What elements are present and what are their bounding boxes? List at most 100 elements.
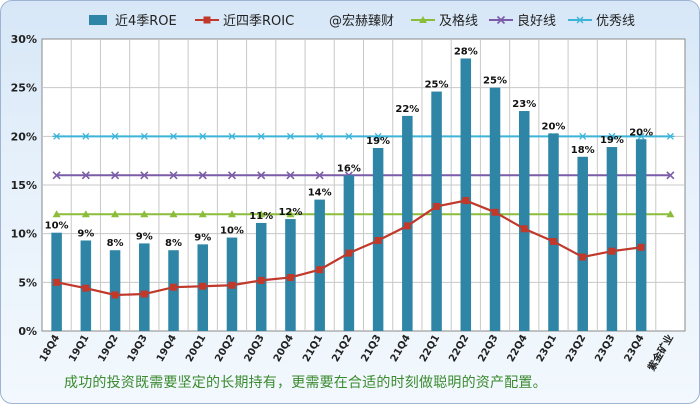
bar — [109, 250, 121, 331]
square-marker — [433, 202, 441, 210]
star-marker — [607, 132, 616, 140]
x-tick-label: 20Q3 — [243, 333, 267, 364]
x-tick-label: 21Q2 — [330, 333, 354, 364]
star-marker — [576, 16, 584, 24]
legend-label: 近四季ROIC — [223, 14, 294, 29]
square-marker — [199, 282, 207, 290]
bar — [460, 58, 472, 331]
x-tick-label: 22Q2 — [447, 333, 471, 364]
legend-label: 良好线 — [517, 13, 556, 29]
x-marker — [169, 171, 178, 180]
star-marker — [140, 132, 149, 140]
y-axis-ticks: 0% 5% 10% 15% 20% 25% 30% — [11, 33, 37, 338]
bar — [606, 147, 618, 331]
x-tick-label: 21Q4 — [389, 333, 413, 364]
square-marker — [203, 16, 211, 24]
star-marker — [315, 132, 324, 140]
triangle-marker — [169, 210, 178, 218]
y-tick-label: 10% — [11, 228, 37, 241]
legend-swatch — [89, 15, 107, 25]
x-marker — [52, 171, 61, 180]
x-tick-label: 20Q4 — [272, 333, 296, 364]
triangle-marker — [111, 210, 120, 218]
square-marker — [520, 225, 528, 233]
bar-data-label: 14% — [308, 188, 332, 199]
bar-data-label: 25% — [425, 80, 449, 91]
x-tick-label: 23Q1 — [535, 333, 559, 364]
x-tick-label: 21Q1 — [301, 333, 325, 364]
triangle-marker — [666, 210, 675, 218]
legend-label: 优秀线 — [596, 14, 635, 29]
x-tick-label: 21Q3 — [359, 333, 383, 364]
star-marker — [198, 132, 207, 140]
x-marker — [81, 171, 90, 180]
star-marker — [344, 132, 353, 140]
y-tick-label: 15% — [11, 179, 37, 192]
y-tick-label: 25% — [11, 82, 37, 95]
bar-data-label: 8% — [107, 238, 124, 249]
x-marker — [666, 171, 675, 180]
bar-data-label: 25% — [483, 76, 507, 87]
square-marker — [286, 273, 294, 281]
bar-data-label: 9% — [136, 231, 153, 242]
bar-data-label: 12% — [278, 207, 302, 218]
star-marker — [374, 132, 383, 140]
triangle-marker — [257, 210, 266, 218]
y-tick-label: 0% — [18, 325, 37, 338]
legend-label: 及格线 — [439, 13, 478, 29]
star-marker — [257, 132, 266, 140]
star-marker — [637, 132, 646, 140]
x-tick-label: 22Q4 — [506, 333, 530, 364]
x-tick-label: 19Q3 — [126, 333, 150, 364]
square-marker — [228, 281, 236, 289]
y-tick-label: 30% — [11, 33, 37, 46]
bar-data-label: 28% — [454, 46, 478, 57]
triangle-marker — [286, 210, 295, 218]
bar-data-label: 20% — [542, 121, 566, 132]
square-marker — [462, 197, 470, 205]
bar — [548, 133, 559, 331]
x-marker — [198, 171, 207, 180]
x-tick-label: 19Q1 — [67, 333, 91, 364]
triangle-marker — [81, 210, 90, 218]
triangle-marker — [227, 210, 236, 218]
square-marker — [170, 283, 178, 291]
bar-data-label: 23% — [512, 99, 536, 110]
x-tick-label: 紫金矿业 — [645, 332, 676, 373]
bar — [139, 243, 150, 331]
x-tick-label: 19Q2 — [96, 333, 120, 364]
x-marker — [315, 171, 324, 180]
square-marker — [637, 243, 645, 251]
x-marker — [111, 171, 120, 180]
star-marker — [52, 132, 61, 140]
square-marker — [403, 222, 411, 230]
bar-data-labels: 10% 9% 8% 9% 8% 9% 10% 11% 12% 14% 16% 19% 22% 25% 28%… — [45, 46, 653, 249]
x-tick-label: 19Q4 — [155, 333, 179, 364]
square-marker — [549, 237, 557, 245]
series-roic-line — [53, 197, 645, 299]
x-marker — [227, 171, 237, 180]
bar-data-label: 9% — [194, 232, 211, 243]
x-tick-label: 20Q1 — [184, 333, 208, 364]
x-tick-label: 23Q4 — [623, 333, 647, 364]
bar-data-label: 10% — [220, 226, 244, 237]
x-marker — [257, 171, 266, 180]
bar-data-label: 19% — [600, 135, 624, 146]
bar-data-label: 10% — [45, 221, 69, 232]
bar — [518, 111, 530, 331]
square-marker — [345, 249, 353, 257]
bar-data-label: 8% — [165, 238, 182, 249]
star-marker — [81, 132, 90, 140]
star-marker — [227, 132, 236, 140]
legend: 近4季ROE 近四季ROIC @宏赫臻财 及格线 良好线 优秀线 — [89, 13, 635, 29]
legend-watermark: @宏赫臻财 — [329, 14, 394, 29]
square-marker — [316, 266, 324, 274]
bar-data-label: 19% — [366, 136, 390, 147]
star-marker — [169, 132, 178, 140]
x-marker — [140, 171, 149, 180]
triangle-marker — [140, 210, 149, 218]
y-tick-label: 20% — [11, 130, 37, 143]
x-marker — [286, 171, 295, 180]
